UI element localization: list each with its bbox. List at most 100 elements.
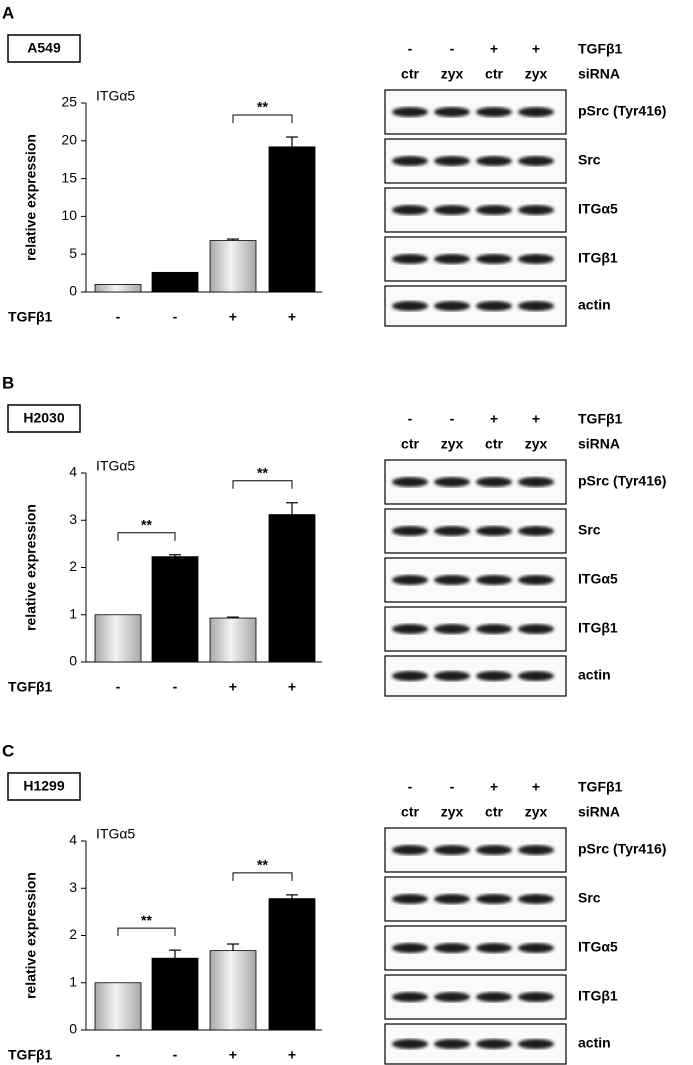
bar <box>209 950 257 1031</box>
band <box>434 254 470 264</box>
band-label: ITGα5 <box>578 939 618 955</box>
y-axis-label: relative expression <box>23 872 39 999</box>
band <box>392 575 428 585</box>
treatment-label: TGFβ1 <box>578 411 623 427</box>
lane-label: zyx <box>525 436 548 452</box>
band <box>518 943 554 953</box>
band <box>518 1039 554 1049</box>
band <box>476 156 512 166</box>
band <box>392 301 428 311</box>
cell-line-box <box>7 772 81 801</box>
band-label: ITGβ1 <box>578 620 618 636</box>
y-axis-label: relative expression <box>23 134 39 261</box>
significance-bracket <box>232 872 293 881</box>
treatment-label: siRNA <box>578 436 620 452</box>
band <box>434 205 470 215</box>
treatment-label: TGFβ1 <box>578 779 623 795</box>
lane-label: zyx <box>525 66 548 82</box>
panel-letter: A <box>2 3 14 22</box>
x-tick-label: - <box>173 679 178 695</box>
band <box>518 254 554 264</box>
lane-label: - <box>408 41 413 57</box>
x-tick-label: - <box>173 1047 178 1063</box>
cell-line: A549 <box>27 40 61 56</box>
band <box>476 575 512 585</box>
bar <box>94 614 142 663</box>
band <box>392 254 428 264</box>
lane-label: - <box>450 411 455 427</box>
lane-label: ctr <box>485 66 503 82</box>
band <box>392 943 428 953</box>
significance-label: ** <box>257 857 268 873</box>
band-label: Src <box>578 522 601 538</box>
y-tick-label: 0 <box>69 653 77 669</box>
band <box>518 301 554 311</box>
y-axis-label: relative expression <box>23 504 39 631</box>
band <box>476 845 512 855</box>
treatment-label: TGFβ1 <box>578 41 623 57</box>
band <box>434 301 470 311</box>
band <box>392 845 428 855</box>
x-tick-label: - <box>116 679 121 695</box>
bar <box>94 284 142 293</box>
chart-title: ITGα5 <box>96 826 135 842</box>
lane-label: zyx <box>441 66 464 82</box>
band <box>392 894 428 904</box>
bar <box>209 240 257 293</box>
significance-bracket <box>232 480 293 489</box>
significance-bracket <box>117 532 176 541</box>
y-tick-label: 3 <box>69 511 77 527</box>
significance-label: ** <box>141 516 152 532</box>
cell-line-box <box>7 404 81 433</box>
y-tick-label: 4 <box>69 464 77 480</box>
panel-letter: B <box>2 373 14 392</box>
band-label: Src <box>578 152 601 168</box>
band <box>434 1039 470 1049</box>
y-tick-label: 25 <box>61 94 77 110</box>
y-tick-label: 3 <box>69 879 77 895</box>
x-tick-label: + <box>288 679 296 695</box>
band <box>434 845 470 855</box>
band-label: Src <box>578 890 601 906</box>
band <box>518 156 554 166</box>
y-tick-label: 2 <box>69 926 77 942</box>
lane-label: ctr <box>485 804 503 820</box>
lane-label: + <box>490 411 498 427</box>
chart-title: ITGα5 <box>96 458 135 474</box>
x-tick-label: + <box>229 309 237 325</box>
band <box>518 575 554 585</box>
lane-label: ctr <box>401 436 419 452</box>
band-label: ITGβ1 <box>578 250 618 266</box>
band <box>392 671 428 681</box>
significance-bracket <box>232 114 293 124</box>
band <box>434 624 470 634</box>
treatment-label: siRNA <box>578 66 620 82</box>
band-label: actin <box>578 1035 611 1051</box>
y-tick-label: 4 <box>69 832 77 848</box>
band <box>434 477 470 487</box>
x-tick-label: + <box>288 1047 296 1063</box>
lane-label: - <box>450 779 455 795</box>
treatment-label: siRNA <box>578 804 620 820</box>
y-tick-label: 2 <box>69 558 77 574</box>
band <box>392 205 428 215</box>
band <box>434 943 470 953</box>
band <box>434 107 470 117</box>
chart-title: ITGα5 <box>96 88 135 104</box>
bar <box>151 271 199 293</box>
cell-line: H2030 <box>23 410 64 426</box>
band <box>476 943 512 953</box>
band <box>476 301 512 311</box>
bar <box>268 898 316 1031</box>
x-tick-label: + <box>229 1047 237 1063</box>
band <box>518 526 554 536</box>
band <box>518 107 554 117</box>
x-tick-label: + <box>288 309 296 325</box>
cell-line: H1299 <box>23 778 64 794</box>
band-label: actin <box>578 667 611 683</box>
band <box>476 526 512 536</box>
significance-label: ** <box>257 99 268 115</box>
x-tick-label: - <box>173 309 178 325</box>
band <box>476 894 512 904</box>
lane-label: ctr <box>485 436 503 452</box>
